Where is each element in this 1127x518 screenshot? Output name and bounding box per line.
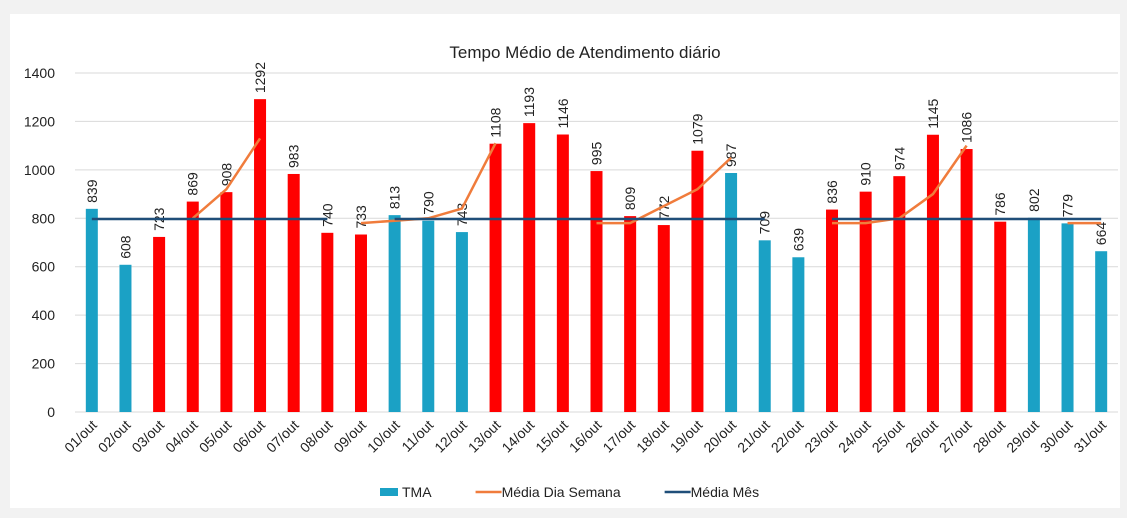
bar	[153, 236, 166, 412]
legend-swatch	[380, 488, 398, 496]
bar	[926, 134, 939, 412]
data-label: 910	[858, 162, 874, 186]
y-tick-label: 600	[32, 259, 56, 275]
line	[596, 156, 732, 225]
bar	[556, 134, 569, 413]
y-tick-label: 1200	[24, 113, 55, 129]
y-tick-label: 800	[32, 210, 56, 226]
bar	[523, 123, 536, 413]
data-label: 664	[1093, 222, 1109, 246]
data-label: 995	[589, 141, 605, 165]
data-label: 813	[387, 186, 403, 210]
bar	[1061, 223, 1074, 412]
bar	[590, 171, 603, 412]
data-label: 733	[353, 205, 369, 229]
data-label: 983	[286, 144, 302, 168]
bar	[254, 99, 267, 412]
chart-title: Tempo Médio de Atendimento diário	[449, 43, 720, 62]
bar	[321, 232, 334, 412]
legend-label: Média Dia Semana	[502, 484, 621, 500]
bar	[85, 208, 98, 412]
data-label: 639	[790, 228, 806, 252]
data-label: 836	[824, 180, 840, 204]
bar	[792, 257, 805, 412]
bar	[893, 176, 906, 412]
data-label: 1292	[252, 62, 268, 93]
y-tick-label: 0	[47, 404, 55, 420]
data-label: 1086	[959, 112, 975, 143]
data-label: 790	[420, 191, 436, 215]
data-label: 786	[992, 192, 1008, 216]
bar	[220, 192, 233, 412]
bar	[960, 149, 973, 413]
bar	[287, 173, 300, 412]
bar	[119, 264, 132, 412]
bar	[994, 221, 1007, 412]
bar	[691, 150, 704, 413]
line	[191, 137, 262, 220]
bar	[657, 225, 670, 412]
bar	[186, 201, 199, 412]
legend-label: TMA	[402, 484, 432, 500]
bar	[725, 173, 738, 412]
bar	[422, 220, 435, 412]
y-tick-label: 200	[32, 356, 56, 372]
data-label: 1193	[521, 87, 537, 117]
bar	[354, 234, 367, 412]
bar	[1095, 251, 1108, 412]
data-label: 802	[1026, 188, 1042, 212]
data-label: 974	[891, 147, 907, 171]
y-tick-label: 1400	[24, 65, 55, 81]
data-label: 608	[117, 235, 133, 259]
data-label: 1079	[689, 113, 705, 144]
data-label: 1145	[925, 98, 941, 128]
data-label: 1146	[555, 98, 571, 128]
data-label: 839	[84, 179, 100, 203]
bar	[859, 191, 872, 412]
bar	[758, 240, 771, 412]
bar	[624, 216, 637, 412]
bar	[826, 209, 839, 412]
y-tick-label: 1000	[24, 162, 55, 178]
bar	[388, 215, 401, 412]
bar	[489, 143, 502, 412]
data-label: 709	[757, 211, 773, 235]
data-label: 740	[319, 203, 335, 227]
y-tick-label: 400	[32, 307, 56, 323]
data-label: 809	[622, 187, 638, 211]
bar	[1027, 217, 1040, 412]
bar	[455, 232, 468, 412]
data-label: 1108	[488, 107, 504, 137]
legend-label: Média Mês	[691, 484, 759, 500]
data-label: 779	[1060, 194, 1076, 218]
data-label: 869	[185, 172, 201, 196]
data-label: 908	[218, 163, 234, 187]
